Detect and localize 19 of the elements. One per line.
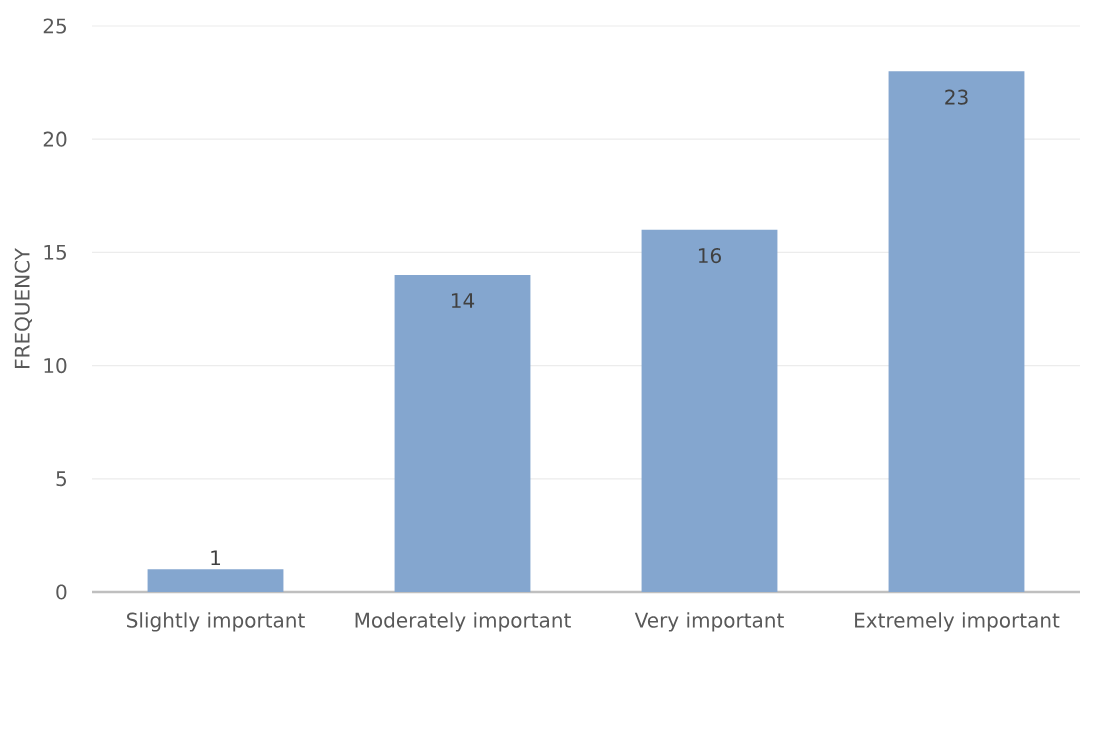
x-tick-label: Very important — [634, 612, 784, 632]
data-label: 16 — [698, 248, 721, 264]
y-tick-label: 0 — [56, 584, 67, 600]
data-label: 23 — [945, 89, 968, 105]
data-label: 1 — [211, 550, 221, 566]
x-tick-label: Slightly important — [127, 612, 305, 632]
y-tick-label: 25 — [43, 18, 66, 34]
bar — [394, 275, 531, 592]
x-tick-label: Moderately important — [355, 612, 571, 632]
bar — [888, 71, 1025, 592]
bar — [147, 569, 284, 592]
y-tick-label: 10 — [44, 358, 67, 374]
y-tick-label: 5 — [56, 471, 66, 487]
data-label: 14 — [451, 293, 475, 308]
bar — [641, 229, 778, 592]
x-tick-label: Extremely important — [855, 612, 1060, 632]
y-tick-label: 15 — [44, 244, 66, 260]
y-tick-label: 20 — [43, 131, 67, 147]
y-axis-title: FREQUENCY — [14, 248, 33, 368]
